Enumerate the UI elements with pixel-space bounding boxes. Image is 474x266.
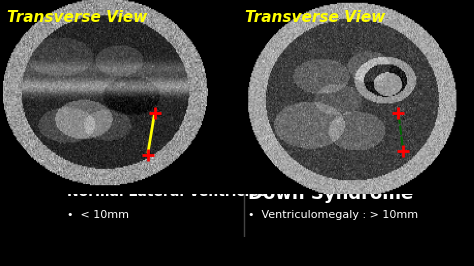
Text: Down Syndrome: Down Syndrome: [248, 185, 414, 202]
Text: •  Ventriculomegaly : > 10mm: • Ventriculomegaly : > 10mm: [248, 210, 419, 220]
Text: Dr. Samic Imaging Library: Dr. Samic Imaging Library: [242, 68, 247, 140]
Text: •  < 10mm: • < 10mm: [66, 210, 128, 220]
Text: Transverse View: Transverse View: [245, 10, 385, 25]
Text: Transverse View: Transverse View: [7, 10, 147, 25]
Text: Normal Lateral Ventricles: Normal Lateral Ventricles: [66, 185, 266, 198]
